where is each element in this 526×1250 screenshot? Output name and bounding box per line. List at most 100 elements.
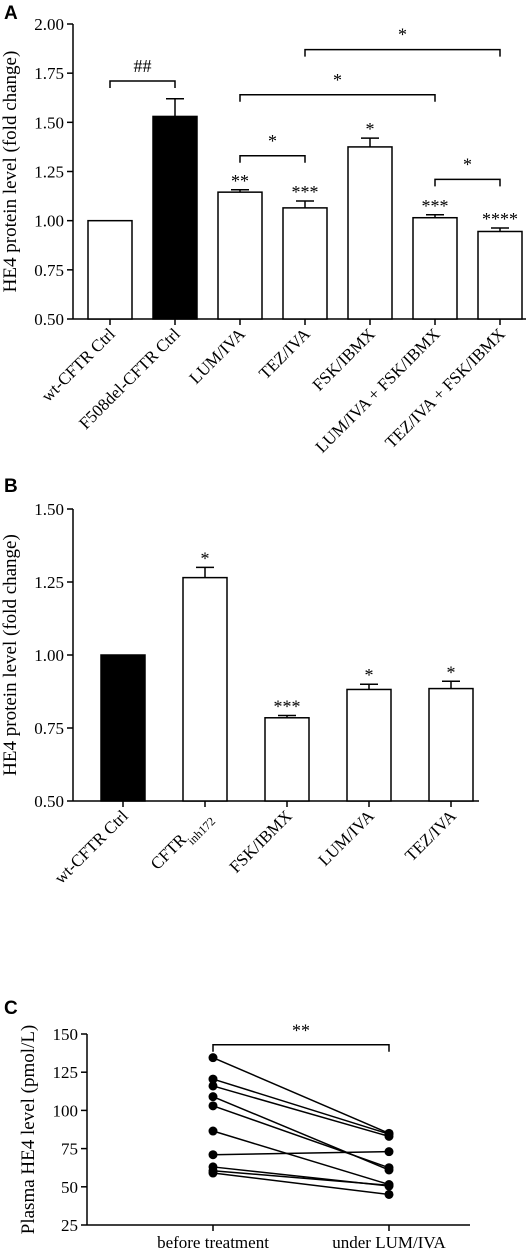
bar-3 (282, 207, 328, 320)
panel-label-c: C (4, 998, 18, 1019)
bar-2 (264, 717, 310, 802)
x-tick-label: TEZ/IVA (255, 324, 314, 383)
x-tick-label-text: wt-CFTR Ctrl (51, 806, 132, 887)
subject-line (212, 1056, 390, 1135)
point-before (208, 1074, 218, 1084)
x-tick-label-text: TEZ/IVA + FSK/IBMX (381, 324, 509, 452)
point-before (208, 1126, 218, 1136)
x-tick-label: LUM/IVA (315, 806, 379, 870)
y-tick-label: 0.50 (34, 310, 64, 329)
x-tick-label-text: TEZ/IVA (401, 806, 460, 865)
x-tick-label: FSK/IBMX (226, 806, 296, 876)
significance-label: * (366, 119, 375, 139)
chart-c: 25 50 75 100 125 150 Plasma HE4 level (pmol/L)… (18, 1021, 470, 1250)
y-tick-label: 2.00 (34, 15, 64, 34)
x-tick-label-text: CFTR (147, 830, 191, 874)
subject-line (212, 1085, 390, 1138)
point-after (384, 1163, 394, 1173)
significance-label: *** (292, 182, 319, 202)
bar-3 (346, 688, 392, 802)
x-tick-label-text: LUM/IVA (186, 324, 250, 388)
x-tick-label-text: TEZ/IVA (255, 324, 314, 383)
point-before (208, 1150, 218, 1160)
y-axis-label: HE4 protein level (fold change) (0, 51, 21, 293)
x-tick-label: TEZ/IVA (401, 806, 460, 865)
bracket-label: * (333, 70, 342, 90)
bracket-label: * (463, 154, 472, 174)
bar-2 (217, 191, 263, 320)
bar-0 (100, 654, 146, 802)
subject-line (212, 1170, 390, 1187)
y-tick-label: 125 (53, 1063, 79, 1082)
x-tick-label: wt-CFTR Ctrl (51, 806, 132, 887)
comparison-bracket (304, 48, 501, 57)
significance-label: **** (482, 209, 518, 229)
y-tick-label: 0.75 (34, 261, 64, 280)
panel-label-a: A (4, 3, 18, 24)
significance-label: *** (274, 696, 301, 716)
y-axis-label: HE4 protein level (fold change) (0, 534, 21, 776)
bar-4 (428, 687, 474, 802)
subject-line (212, 1172, 390, 1196)
comparison-bracket (434, 178, 501, 187)
x-tick-label-text: LUM/IVA (315, 806, 379, 870)
bracket-label: ## (134, 56, 152, 76)
point-after (384, 1189, 394, 1199)
x-tick-label-text: LUM/IVA + FSK/IBMX (312, 324, 444, 456)
y-tick-label: 150 (53, 1025, 79, 1044)
y-tick-label: 1.50 (34, 500, 64, 519)
y-tick-label: 1.25 (34, 573, 64, 592)
point-after (384, 1147, 394, 1157)
subject-line (212, 1130, 390, 1186)
y-tick-label: 0.75 (34, 719, 64, 738)
comparison-bracket (239, 155, 306, 163)
bracket-label: * (268, 131, 277, 151)
bar-1 (182, 576, 228, 802)
x-tick-label: before treatment (157, 1233, 269, 1250)
bracket-label: ** (292, 1021, 310, 1041)
y-tick-label: 25 (61, 1216, 78, 1235)
comparison-bracket (239, 94, 436, 102)
x-tick-label-text: FSK/IBMX (226, 806, 296, 876)
bar-1 (152, 115, 198, 320)
point-after (384, 1131, 394, 1141)
x-tick-label: under LUM/IVA (332, 1233, 446, 1250)
panel-label-b: B (4, 476, 18, 497)
subject-line (212, 1078, 390, 1135)
x-tick-label: TEZ/IVA + FSK/IBMX (381, 324, 509, 452)
y-tick-label: 1.75 (34, 64, 64, 83)
y-tick-label: 1.25 (34, 163, 64, 182)
bar-6 (477, 230, 523, 320)
bar-4 (347, 146, 393, 320)
bracket-label: * (398, 25, 407, 45)
y-axis-label: Plasma HE4 level (pmol/L) (18, 1025, 39, 1234)
chart-b: 0.50 0.75 1.00 1.25 1.50 HE4 protein level (f… (0, 500, 479, 888)
significance-label: * (365, 665, 374, 685)
significance-label: * (201, 548, 210, 568)
point-before (208, 1166, 218, 1176)
x-tick-label: LUM/IVA (186, 324, 250, 388)
chart-a: 0.50 0.75 1.00 1.25 1.50 1.75 2.00 HE4 protein … (0, 15, 526, 457)
significance-label: * (447, 662, 456, 682)
comparison-bracket (212, 1043, 390, 1052)
bar-5 (412, 216, 458, 320)
point-before (208, 1101, 218, 1111)
y-tick-label: 1.00 (34, 212, 64, 231)
significance-label: *** (422, 196, 449, 216)
bar-0 (87, 219, 133, 320)
comparison-bracket (109, 80, 176, 89)
y-tick-label: 100 (53, 1101, 79, 1120)
x-tick-label-text: FSK/IBMX (309, 324, 379, 394)
x-tick-label: CFTRinh172 (147, 806, 218, 877)
point-after (384, 1180, 394, 1190)
point-before (208, 1081, 218, 1091)
y-tick-label: 1.00 (34, 646, 64, 665)
subject-line (212, 1150, 390, 1156)
x-tick-label: LUM/IVA + FSK/IBMX (312, 324, 444, 456)
y-tick-label: 0.50 (34, 792, 64, 811)
y-tick-label: 50 (61, 1178, 78, 1197)
y-tick-label: 1.50 (34, 113, 64, 132)
point-before (208, 1092, 218, 1102)
y-tick-label: 75 (61, 1140, 78, 1159)
